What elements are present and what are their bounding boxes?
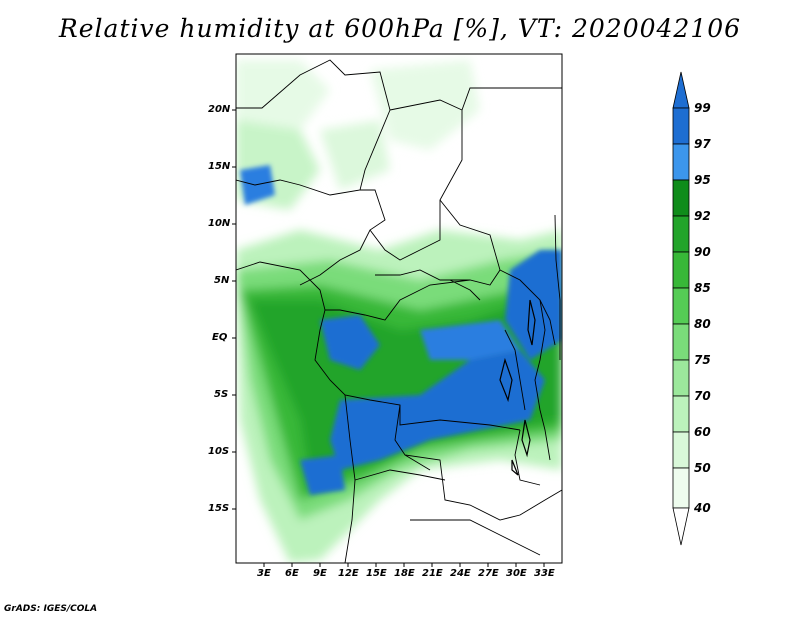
- colorbar-label: 50: [694, 461, 711, 475]
- lon-label: 18E: [394, 568, 415, 579]
- colorbar-label: 90: [694, 245, 711, 259]
- country-borders: [236, 59, 562, 563]
- colorbar-segment: [672, 431, 690, 469]
- lon-label: 33E: [534, 568, 555, 579]
- lon-label: 9E: [313, 568, 327, 579]
- colorbar-segment: [672, 287, 690, 325]
- lat-label: 10N: [208, 218, 231, 229]
- lon-label: 15E: [366, 568, 387, 579]
- colorbar-segment: [672, 395, 690, 433]
- lat-label: EQ: [212, 332, 228, 343]
- colorbar-label: 75: [694, 353, 711, 367]
- colorbar-bottom-arrow: [672, 507, 690, 546]
- lon-label: 6E: [285, 568, 299, 579]
- colorbar-label: 99: [694, 101, 711, 115]
- lat-label: 15S: [208, 503, 230, 514]
- colorbar-label: 95: [694, 173, 711, 187]
- colorbar-segment: [672, 179, 690, 217]
- lon-label: 30E: [506, 568, 527, 579]
- lon-label: 24E: [450, 568, 471, 579]
- colorbar-segment: [672, 359, 690, 397]
- axis-ticks: [232, 109, 545, 567]
- colorbar-segment: [672, 467, 690, 509]
- lat-label: 15N: [208, 161, 231, 172]
- humidity-field: [236, 54, 562, 563]
- map-title: Relative humidity at 600hPa [%], VT: 202…: [58, 14, 742, 43]
- colorbar-segment: [672, 107, 690, 145]
- colorbar-segment: [672, 323, 690, 361]
- colorbar-label: 85: [694, 281, 711, 295]
- lon-label: 12E: [338, 568, 359, 579]
- colorbar-segment: [672, 251, 690, 289]
- colorbar-top-arrow: [672, 71, 690, 109]
- colorbar-label: 92: [694, 209, 711, 223]
- lat-label: 10S: [208, 446, 230, 457]
- colorbar-label: 60: [694, 425, 711, 439]
- colorbar: [672, 71, 690, 546]
- lon-label: 27E: [478, 568, 499, 579]
- grads-credit: GrADS: IGES/COLA: [4, 604, 98, 614]
- colorbar-segment: [672, 143, 690, 181]
- lakes: [499, 299, 536, 476]
- lat-label: 5S: [214, 389, 229, 400]
- colorbar-label: 70: [694, 389, 711, 403]
- colorbar-label: 97: [694, 137, 711, 151]
- map-frame: [235, 53, 563, 564]
- lon-label: 3E: [257, 568, 271, 579]
- lat-label: 20N: [208, 104, 231, 115]
- colorbar-label: 80: [694, 317, 711, 331]
- colorbar-segment: [672, 215, 690, 253]
- lon-label: 21E: [422, 568, 443, 579]
- lat-label: 5N: [214, 275, 230, 286]
- colorbar-label: 40: [694, 501, 711, 515]
